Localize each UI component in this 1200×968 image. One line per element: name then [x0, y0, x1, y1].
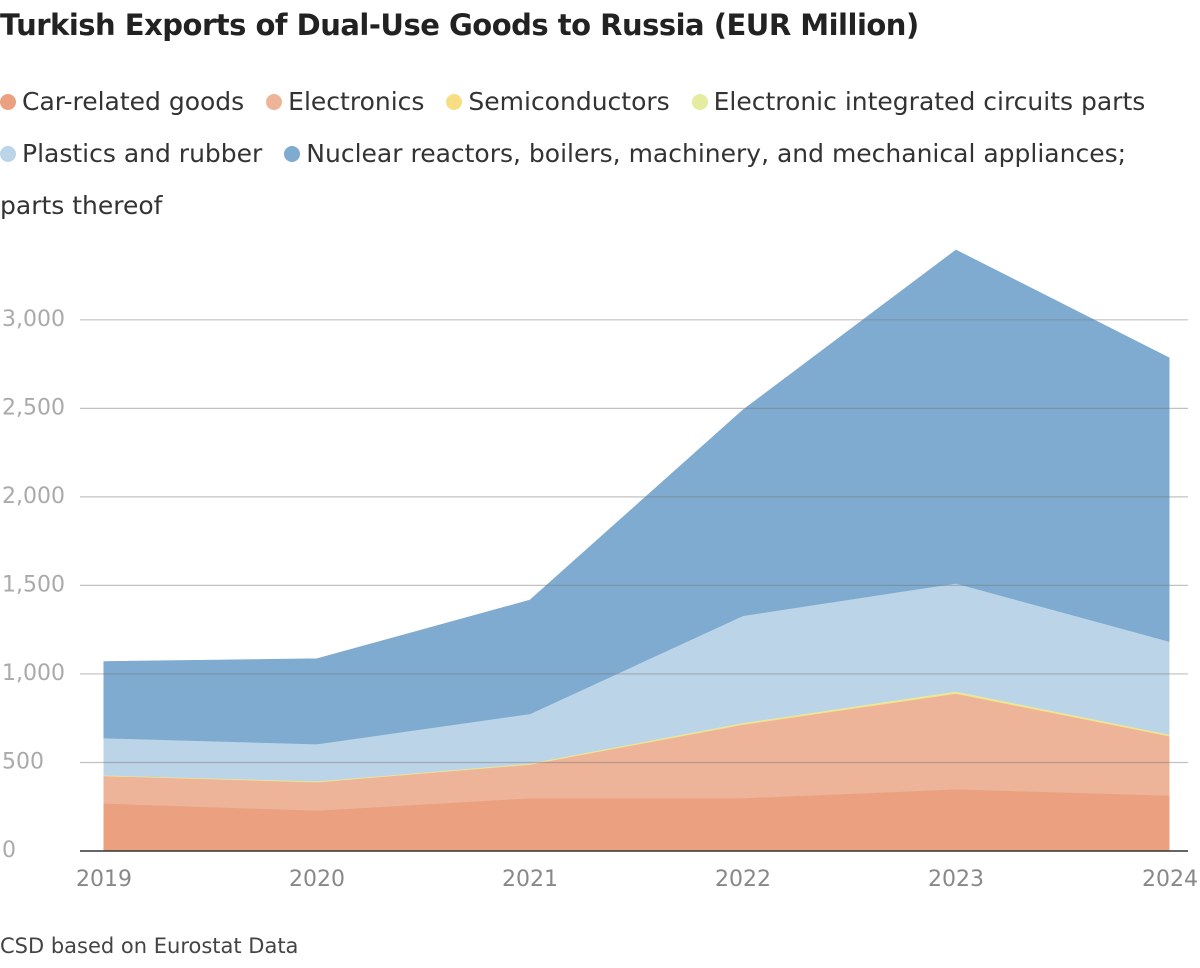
legend-swatch	[0, 146, 16, 162]
legend-swatch	[266, 94, 283, 110]
legend-swatch	[284, 146, 301, 162]
y-tick-label: 500	[2, 749, 44, 774]
legend-item: Plastics and rubber	[0, 139, 262, 168]
y-tick-label: 2,000	[2, 484, 65, 509]
x-tick-label: 2019	[76, 867, 132, 892]
legend-item: Electronics	[266, 87, 424, 116]
x-tick-label: 2021	[502, 867, 558, 892]
legend-item: Electronic integrated circuits parts	[691, 87, 1146, 116]
legend-swatch	[0, 94, 16, 110]
area	[103, 249, 1170, 745]
legend-label: Plastics and rubber	[22, 139, 263, 168]
legend-swatch	[691, 94, 708, 110]
legend-label: Car-related goods	[22, 87, 245, 116]
chart-title: Turkish Exports of Dual-Use Goods to Rus…	[0, 8, 919, 42]
legend-label: Nuclear reactors, boilers, machinery, an…	[0, 139, 1127, 220]
legend-item: Nuclear reactors, boilers, machinery, an…	[0, 139, 1126, 220]
y-tick-label: 3,000	[2, 307, 65, 332]
legend-label: Electronics	[288, 87, 425, 116]
x-tick-label: 2024	[1142, 867, 1198, 892]
legend: Car-related goods Electronics Semiconduc…	[0, 76, 1160, 232]
y-tick-label: 0	[2, 838, 16, 863]
y-tick-label: 1,500	[2, 572, 65, 597]
x-tick-label: 2020	[289, 867, 345, 892]
x-tick-label: 2023	[928, 867, 984, 892]
y-tick-label: 2,500	[2, 395, 65, 420]
legend-label: Semiconductors	[468, 87, 670, 116]
source: CSD based on Eurostat Data	[0, 934, 299, 958]
legend-swatch	[446, 94, 463, 110]
legend-item: Car-related goods	[0, 87, 244, 116]
y-tick-label: 1,000	[2, 661, 65, 686]
legend-label: Electronic integrated circuits parts	[713, 87, 1146, 116]
legend-item: Semiconductors	[446, 87, 670, 116]
x-tick-label: 2022	[715, 867, 771, 892]
